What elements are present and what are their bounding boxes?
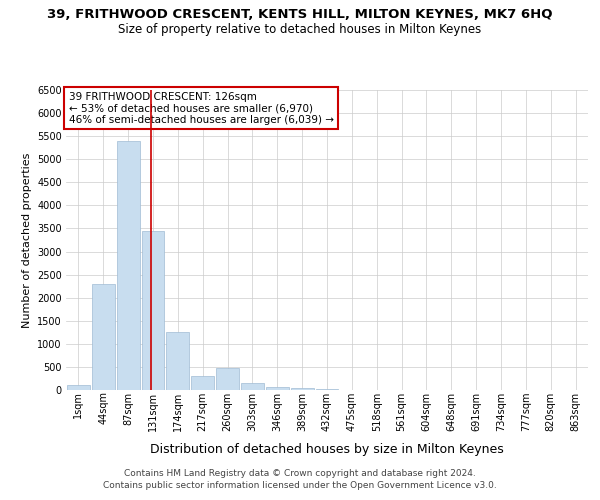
- Bar: [117, 141, 140, 390]
- Text: Contains HM Land Registry data © Crown copyright and database right 2024.: Contains HM Land Registry data © Crown c…: [124, 468, 476, 477]
- Bar: [191, 376, 214, 390]
- Text: Size of property relative to detached houses in Milton Keynes: Size of property relative to detached ho…: [118, 22, 482, 36]
- Y-axis label: Number of detached properties: Number of detached properties: [22, 152, 32, 328]
- Text: 39, FRITHWOOD CRESCENT, KENTS HILL, MILTON KEYNES, MK7 6HQ: 39, FRITHWOOD CRESCENT, KENTS HILL, MILT…: [47, 8, 553, 20]
- Text: Distribution of detached houses by size in Milton Keynes: Distribution of detached houses by size …: [150, 442, 504, 456]
- Bar: [241, 383, 264, 390]
- Bar: [266, 386, 289, 390]
- Bar: [92, 284, 115, 390]
- Bar: [67, 386, 90, 390]
- Bar: [216, 368, 239, 390]
- Bar: [142, 231, 164, 390]
- Bar: [291, 388, 314, 390]
- Text: 39 FRITHWOOD CRESCENT: 126sqm
← 53% of detached houses are smaller (6,970)
46% o: 39 FRITHWOOD CRESCENT: 126sqm ← 53% of d…: [68, 92, 334, 124]
- Bar: [166, 332, 189, 390]
- Text: Contains public sector information licensed under the Open Government Licence v3: Contains public sector information licen…: [103, 481, 497, 490]
- Bar: [316, 389, 338, 390]
